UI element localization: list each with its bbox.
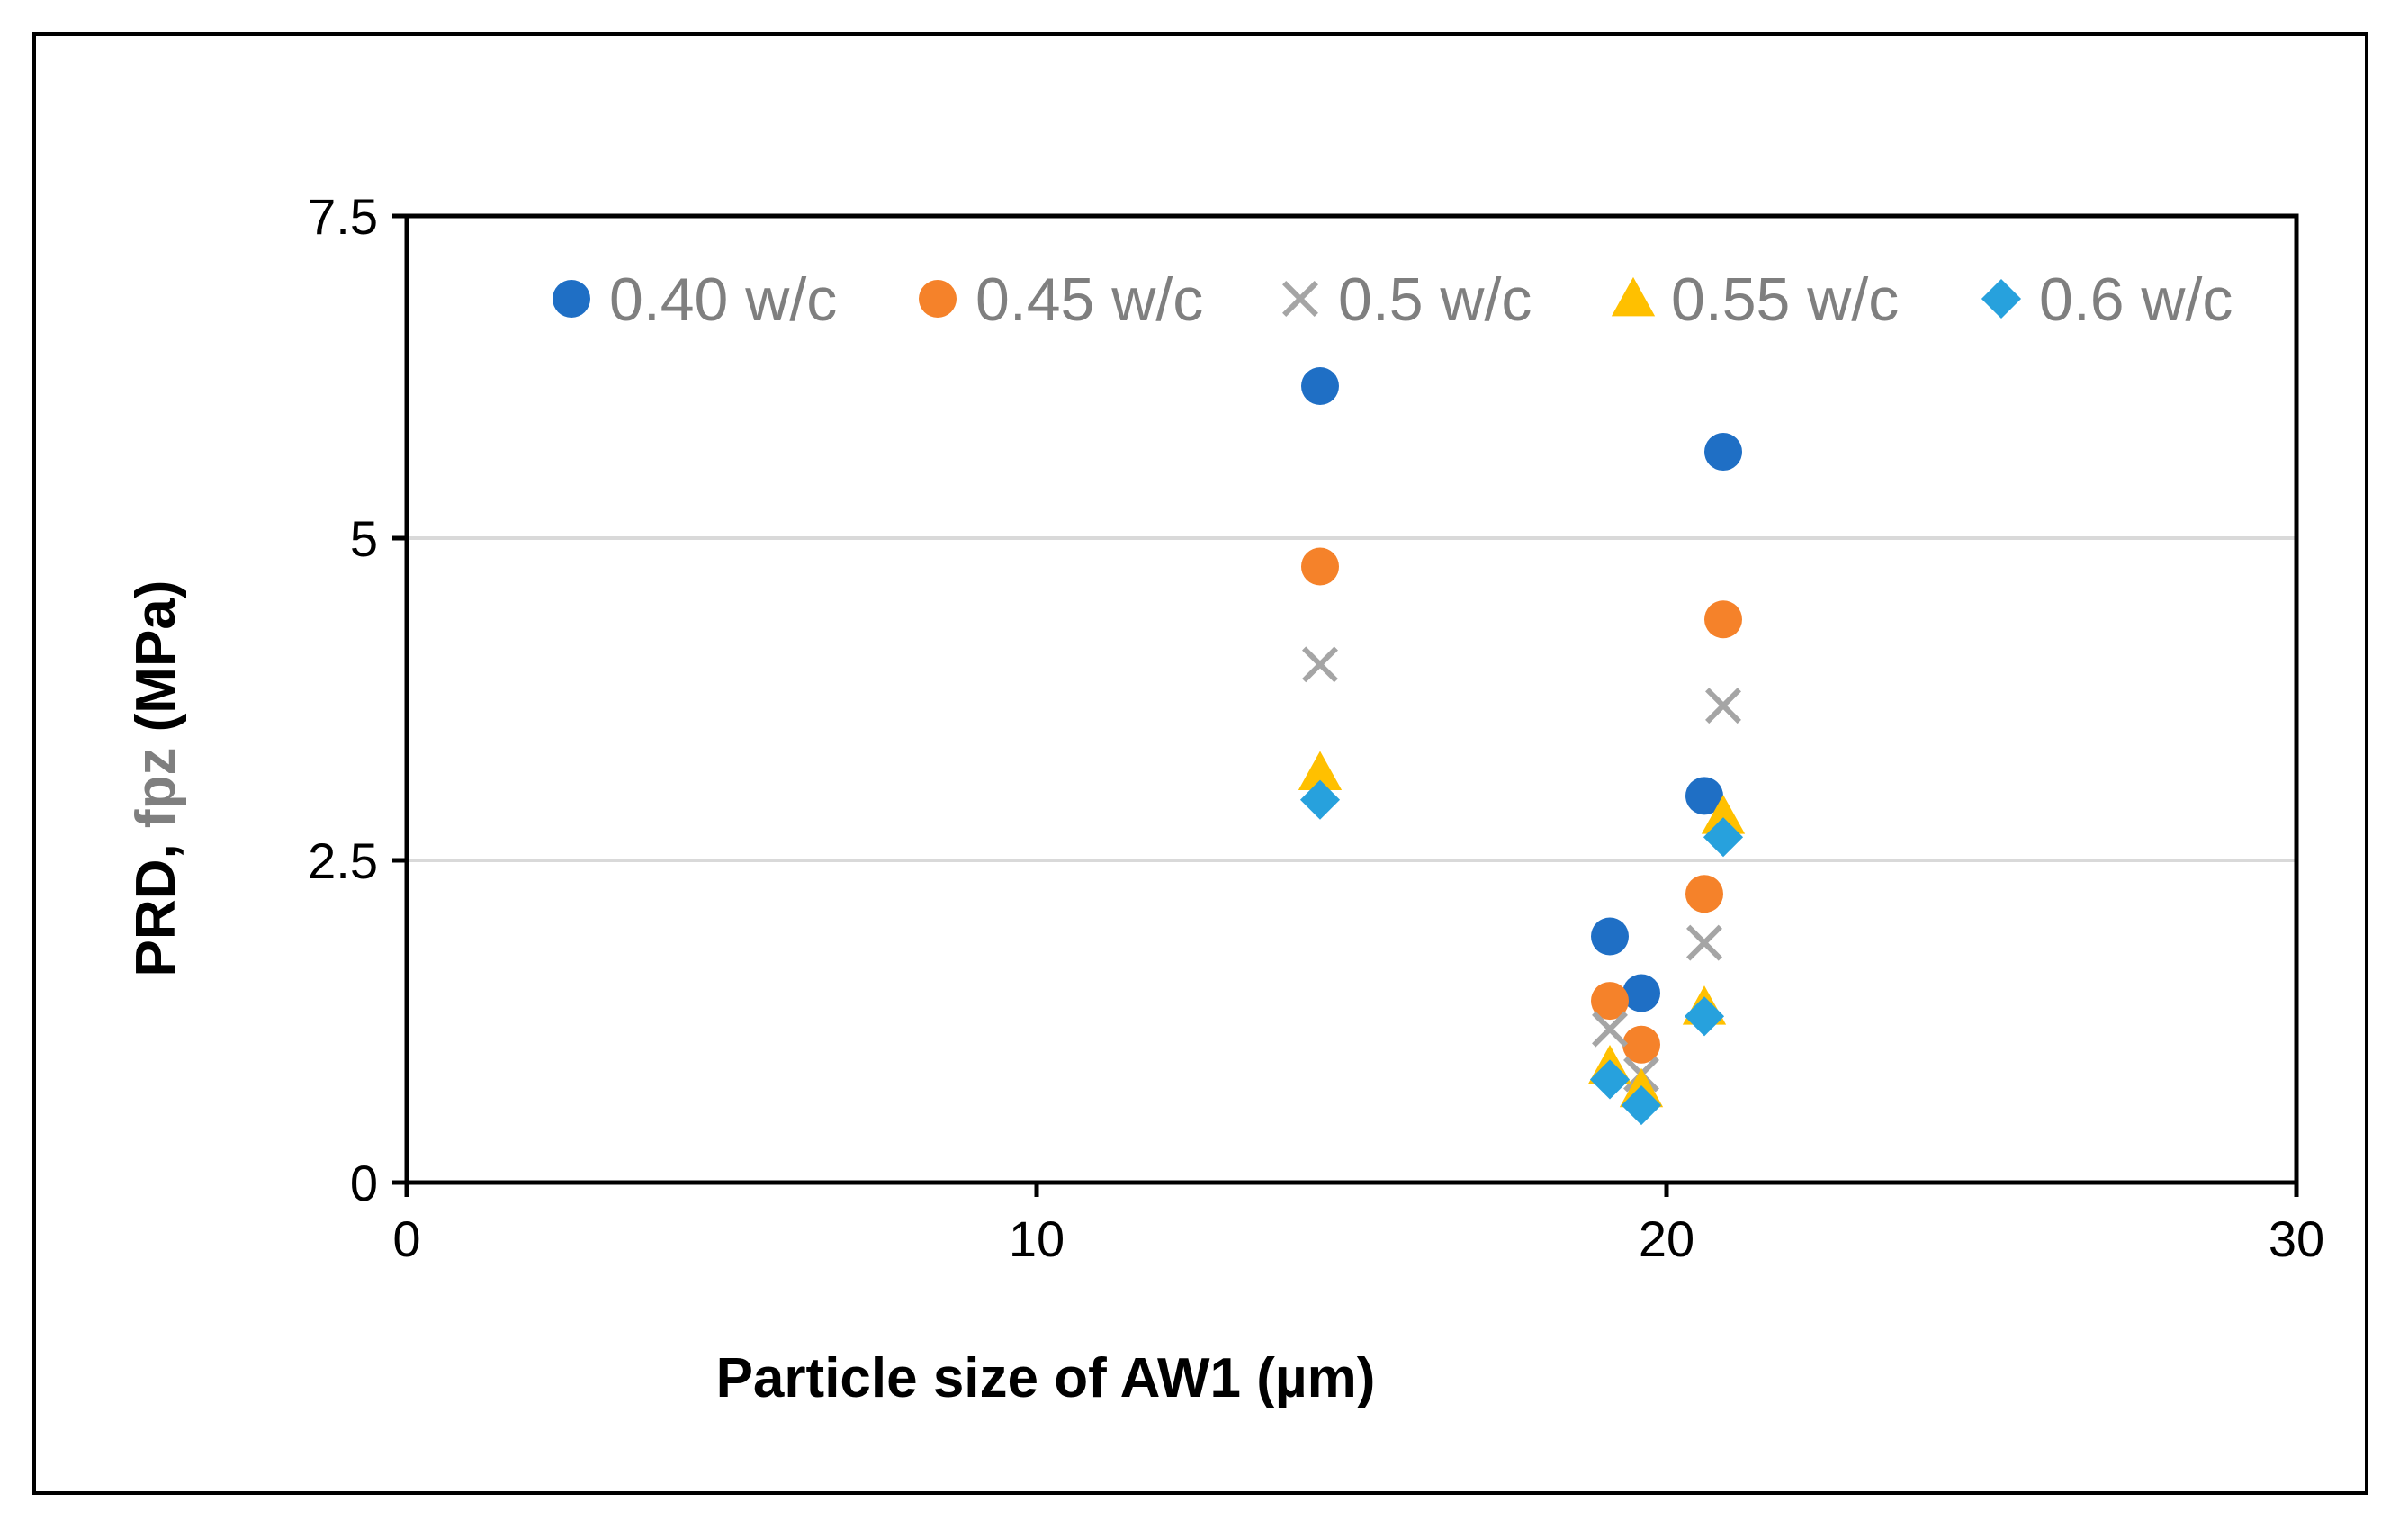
legend-marker [919, 280, 957, 318]
legend-label: 0.5 w/c [1338, 265, 1532, 334]
data-point [1298, 751, 1343, 790]
series-0 [1301, 367, 1742, 1012]
y-tick-label: 2.5 [308, 832, 378, 889]
x-stroke [1705, 688, 1741, 724]
data-point [1589, 1059, 1631, 1100]
legend-entry: 0.6 w/c [1981, 265, 2233, 334]
y-tick-label: 0 [350, 1155, 378, 1211]
x-stroke [1686, 924, 1722, 961]
gridlines [407, 536, 2296, 862]
series-2 [1302, 646, 1741, 1093]
series-3 [1298, 751, 1746, 1108]
plot-area-border [404, 213, 2299, 1185]
chart-frame: 0 10 20 30 0 2.5 5 7.5 0.40 w/c 0.45 w/c 0.5 w/c 0… [32, 32, 2368, 1495]
data-point [1701, 795, 1746, 834]
legend-marker [1981, 278, 2022, 319]
y-axis-title: PRD, fpz (MPa) [125, 580, 187, 977]
axes [392, 213, 2299, 1197]
legend-marker [1282, 281, 1318, 317]
legend-marker [1611, 276, 1656, 317]
data-point [1685, 777, 1723, 815]
y-axis-title-part: fpz [125, 748, 187, 829]
tick-labels: 0 10 20 30 0 2.5 5 7.5 [308, 188, 2324, 1267]
legend-marker [553, 280, 590, 318]
x-tick-label: 20 [1639, 1210, 1694, 1267]
data-point [1704, 600, 1742, 639]
legend-label: 0.40 w/c [609, 265, 837, 334]
data-point [1703, 817, 1744, 858]
y-tick-label: 7.5 [308, 188, 378, 245]
data-point [1621, 1085, 1662, 1126]
legend-entry: 0.40 w/c [553, 265, 837, 334]
y-axis-title-part: PRD, [125, 828, 187, 976]
data-point [1705, 688, 1741, 724]
data-point [1686, 924, 1722, 961]
data-points [1298, 367, 1746, 1126]
data-point [1684, 996, 1725, 1037]
data-point [1299, 779, 1341, 820]
x-tick-label: 0 [392, 1210, 420, 1267]
x-axis-title: Particle size of AW1 (µm) [716, 1347, 1376, 1409]
data-point [1592, 1011, 1628, 1048]
data-point [1301, 367, 1339, 406]
x-tick-label: 30 [2269, 1210, 2324, 1267]
data-point [1301, 547, 1339, 586]
y-axis-title-part: (MPa) [125, 580, 187, 748]
legend-entry: 0.55 w/c [1611, 265, 1899, 334]
data-point [1302, 646, 1338, 683]
x-tick-label: 10 [1009, 1210, 1065, 1267]
x-stroke [1302, 646, 1338, 683]
data-point [1591, 982, 1629, 1021]
data-point [1622, 974, 1660, 1012]
legend-label: 0.6 w/c [2039, 265, 2233, 334]
data-point [1622, 1025, 1660, 1064]
legend-entry: 0.5 w/c [1282, 265, 1532, 334]
legend: 0.40 w/c 0.45 w/c 0.5 w/c 0.55 w/c 0.6 w/c [553, 265, 2233, 334]
legend-label: 0.55 w/c [1671, 265, 1899, 334]
series-1 [1301, 547, 1742, 1064]
legend-entry: 0.45 w/c [919, 265, 1203, 334]
series-4 [1299, 779, 1744, 1126]
x-stroke [1282, 281, 1318, 317]
data-point [1591, 917, 1629, 956]
y-tick-label: 5 [350, 510, 378, 567]
data-point [1704, 433, 1742, 472]
data-point [1685, 875, 1723, 913]
x-stroke [1592, 1011, 1628, 1048]
legend-label: 0.45 w/c [975, 265, 1203, 334]
